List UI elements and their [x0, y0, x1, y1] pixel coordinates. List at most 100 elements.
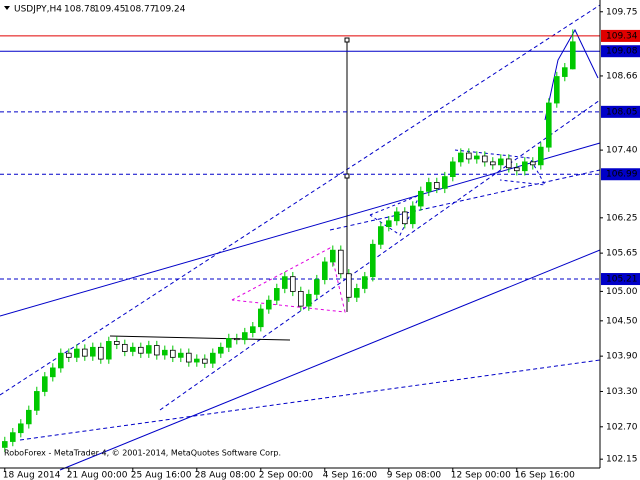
candle-body — [353, 288, 360, 298]
last-open: 108.78 — [64, 5, 96, 15]
plot-area — [0, 29, 600, 453]
candle-body — [417, 190, 424, 207]
y-tick-label: 108.66 — [606, 71, 638, 81]
level-label-box — [601, 29, 640, 42]
candle-body — [433, 182, 440, 189]
candle-body — [393, 211, 400, 222]
candle-body — [401, 211, 408, 225]
candle-body — [98, 346, 104, 360]
candle-body — [9, 432, 16, 442]
symbol-title: USDJPY,H4 — [14, 5, 62, 15]
last-close: 109.24 — [154, 5, 186, 15]
candle-body — [145, 345, 152, 354]
last-high: 109.45 — [94, 5, 126, 15]
candle-body — [273, 288, 280, 301]
level-label: 105.21 — [606, 275, 638, 285]
candle-body — [169, 349, 176, 358]
level-label: 109.34 — [606, 31, 638, 41]
copyright: RoboForex - MetaTrader 4, © 2001-2014, M… — [4, 449, 281, 458]
level-label-box — [601, 45, 640, 58]
candle-body — [233, 338, 240, 341]
y-tick-label: 107.40 — [606, 146, 638, 156]
candle-body — [281, 276, 288, 289]
candle-body — [305, 293, 312, 307]
candle-body — [546, 102, 552, 148]
candle-body — [74, 348, 80, 358]
candle-body — [25, 409, 32, 425]
level-label-box — [601, 105, 640, 118]
candle-body — [473, 155, 480, 160]
candle-body — [241, 332, 248, 341]
y-tick-label: 106.25 — [606, 213, 638, 223]
candle-body — [385, 220, 392, 228]
candle-body — [209, 352, 216, 364]
candle-body — [193, 358, 200, 363]
candle-body — [409, 205, 416, 225]
x-tick-label: 12 Sep 00:00 — [451, 471, 511, 480]
y-tick-label: 103.30 — [606, 387, 638, 397]
candle-body — [17, 423, 24, 434]
candle-body — [570, 41, 576, 70]
candle-body — [530, 161, 536, 166]
candle-body — [66, 352, 72, 358]
candle-body — [321, 261, 328, 281]
y-tick-label: 109.75 — [606, 7, 638, 17]
y-tick-label: 105.00 — [606, 287, 638, 297]
candle-body — [538, 146, 544, 166]
candle-body — [106, 341, 112, 360]
x-tick-label: 9 Sep 08:00 — [387, 471, 442, 480]
candle-body — [201, 358, 208, 364]
x-tick-label: 25 Aug 16:00 — [131, 471, 192, 480]
candle-body — [554, 76, 560, 104]
candle-body — [249, 326, 256, 334]
candle-body — [185, 352, 192, 363]
candle-body — [161, 349, 168, 356]
candle-body — [82, 348, 88, 357]
candle-body — [122, 343, 128, 352]
candle-body — [562, 67, 568, 77]
x-tick-label: 4 Sep 16:00 — [323, 471, 378, 480]
candle-body — [289, 276, 296, 292]
candle-body — [505, 158, 512, 169]
candle-body — [345, 273, 352, 298]
candle-body — [313, 279, 320, 295]
candle-body — [114, 341, 120, 345]
candle-body — [153, 345, 160, 356]
candle-body — [297, 290, 304, 307]
candle-body — [441, 176, 448, 189]
y-tick-label: 102.70 — [606, 422, 638, 432]
x-tick-label: 21 Aug 00:00 — [67, 471, 128, 480]
candle-body — [2, 441, 8, 448]
candle-body — [457, 152, 464, 163]
level-label-box — [601, 273, 640, 286]
level-label-box — [601, 168, 640, 181]
header: USDJPY,H4 108.78 109.45 108.77 109.24 — [4, 5, 186, 15]
candle-body — [42, 376, 48, 392]
candle-body — [34, 391, 40, 411]
y-tick-label: 105.65 — [606, 249, 638, 259]
candle-body — [265, 299, 272, 310]
candle-body — [377, 226, 384, 245]
x-tick-label: 28 Aug 08:00 — [195, 471, 256, 480]
candle-body — [369, 243, 376, 278]
y-tick-label: 103.90 — [606, 352, 638, 362]
candle-body — [177, 352, 184, 358]
candle-body — [522, 161, 528, 172]
x-tick-label: 2 Sep 00:00 — [259, 471, 314, 480]
candle-body — [465, 152, 472, 160]
y-tick-label: 104.50 — [606, 316, 638, 326]
level-label: 106.99 — [606, 170, 638, 180]
candle-body — [481, 155, 488, 163]
x-tick-label: 18 Aug 2014 — [3, 471, 61, 480]
candle-body — [337, 249, 344, 275]
candle-body — [58, 352, 64, 369]
candle-body — [129, 346, 136, 352]
candle-body — [225, 338, 232, 348]
candle-body — [329, 249, 336, 263]
candle-body — [257, 308, 264, 328]
last-low: 108.77 — [124, 5, 156, 15]
y-tick-label: 102.15 — [606, 455, 638, 465]
candle-body — [137, 346, 144, 354]
